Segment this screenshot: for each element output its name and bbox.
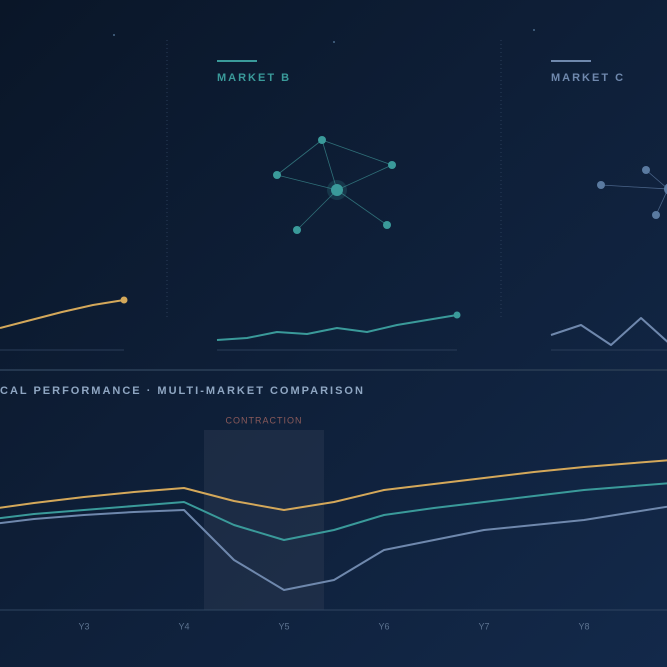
x-tick-label: Y7 [478, 621, 489, 631]
line [550, 317, 667, 346]
end-dot [453, 311, 461, 319]
x-tick-label: Y8 [578, 621, 589, 631]
line [0, 299, 125, 329]
line [0, 505, 667, 591]
chart-title: CAL PERFORMANCE · MULTI-MARKET COMPARISO… [0, 385, 365, 397]
star [333, 41, 335, 43]
line [0, 482, 667, 541]
line [216, 314, 458, 341]
x-tick-label: Y4 [178, 621, 189, 631]
panel-title: MARKET C [551, 72, 625, 84]
network [276, 139, 393, 231]
network-nodes [597, 166, 667, 219]
panel-title: MARKET B [217, 72, 291, 84]
network-nodes [273, 136, 396, 234]
x-tick-label: Y5 [278, 621, 289, 631]
star [113, 34, 115, 36]
line [0, 459, 667, 511]
end-dot [120, 296, 128, 304]
x-tick-label: Y3 [78, 621, 89, 631]
x-tick-label: Y6 [378, 621, 389, 631]
star [533, 29, 535, 31]
annotation: CONTRACTION [226, 415, 303, 425]
